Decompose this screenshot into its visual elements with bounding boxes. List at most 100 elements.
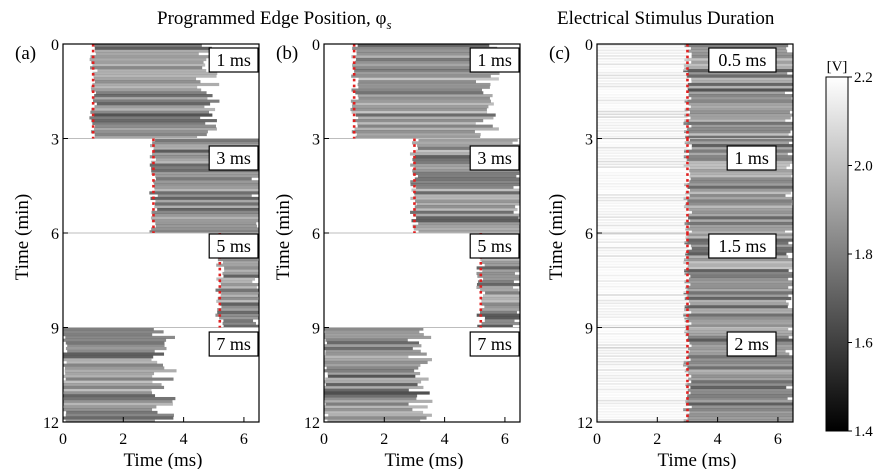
heatmap-row xyxy=(90,66,203,70)
heatmap-row xyxy=(324,388,409,392)
heatmap-row xyxy=(684,119,786,123)
segment-label-box: 1 ms xyxy=(726,145,777,171)
heatmap-streak xyxy=(597,219,688,221)
heatmap-row xyxy=(684,221,793,226)
heatmap-row xyxy=(352,105,489,109)
heatmap-row xyxy=(223,274,259,278)
heatmap-row xyxy=(326,341,420,345)
heatmap-row xyxy=(324,396,417,401)
heatmap-row xyxy=(157,194,252,198)
heatmap-row xyxy=(685,135,793,139)
heatmap-streak xyxy=(597,49,688,52)
heatmap-row xyxy=(96,102,211,106)
heatmap-streak xyxy=(597,230,688,232)
heatmap-row xyxy=(63,355,154,359)
heatmap-row xyxy=(688,102,793,106)
heatmap-row xyxy=(416,216,519,220)
heatmap-row xyxy=(91,107,216,112)
heatmap-row xyxy=(690,358,793,362)
heatmap-streak xyxy=(597,355,688,357)
segment-label-frame xyxy=(208,331,259,357)
heatmap-row xyxy=(95,91,207,95)
heatmap-row xyxy=(355,91,484,95)
heatmap-row xyxy=(151,227,259,231)
heatmap-row xyxy=(150,160,259,164)
heatmap-streak xyxy=(597,413,688,416)
heatmap-streak xyxy=(597,44,688,46)
heatmap-row xyxy=(476,283,520,287)
heatmap-row xyxy=(327,419,421,423)
heatmap-streak xyxy=(597,174,688,177)
heatmap-streak xyxy=(597,388,688,391)
x-axis-label: Time (ms) xyxy=(657,450,736,469)
panel-a: 1 ms 3 ms 5 ms 7 ms 0 2 4 6 0 3 6 9 12 Time (ms) Time … xyxy=(12,37,260,469)
heatmap-streak xyxy=(597,82,688,85)
heatmap-row xyxy=(154,188,259,192)
heatmap-row xyxy=(93,127,217,131)
segment-label-box: 1 ms xyxy=(469,47,520,73)
heatmap-row xyxy=(352,63,480,67)
heatmap-row xyxy=(157,207,259,212)
panel-label: (c) xyxy=(549,43,570,64)
heatmap-row xyxy=(413,227,520,231)
heatmap-row xyxy=(350,107,487,112)
heatmap-row xyxy=(411,141,513,145)
heatmap-streak xyxy=(597,305,688,307)
heatmap-row xyxy=(417,174,517,178)
colorbar-gradient xyxy=(825,76,849,432)
heatmap-streak xyxy=(597,377,688,380)
heatmap-streak xyxy=(597,338,688,341)
x-axis-label: Time (ms) xyxy=(384,450,463,469)
heatmap-row xyxy=(325,352,427,356)
heatmap-streak xyxy=(597,69,688,71)
y-tick-label: 3 xyxy=(312,132,320,149)
heatmap-row xyxy=(684,44,789,48)
heatmap-row xyxy=(324,380,422,384)
segment-label-box: 1.5 ms xyxy=(708,233,777,259)
heatmap-row xyxy=(154,205,259,209)
heatmap-row xyxy=(687,416,793,420)
heatmap-row xyxy=(223,324,259,328)
heatmap-streak xyxy=(597,107,688,110)
heatmap-row xyxy=(95,124,216,128)
heatmap-row xyxy=(149,191,259,195)
heatmap-row xyxy=(325,383,418,387)
heatmap-row xyxy=(690,302,789,306)
heatmap-streak xyxy=(597,371,688,374)
heatmap-streak xyxy=(597,77,688,80)
heatmap-streak xyxy=(597,202,688,205)
heatmap-streak xyxy=(597,94,688,96)
heatmap-streak xyxy=(597,269,688,271)
heatmap-streak xyxy=(597,57,688,60)
segment-label-frame xyxy=(708,233,777,259)
heatmap-row xyxy=(65,335,175,340)
panel-label: (b) xyxy=(276,43,298,64)
heatmap-row xyxy=(95,49,217,53)
heatmap-row xyxy=(220,283,259,287)
heatmap-streak xyxy=(597,102,688,105)
segment-label: 2 ms xyxy=(734,334,769,354)
heatmap-streak xyxy=(597,233,688,235)
heatmap-row xyxy=(691,374,793,378)
heatmap-streak xyxy=(597,196,688,199)
heatmap-row xyxy=(480,258,520,262)
heatmap-row xyxy=(94,132,207,137)
heatmap-row xyxy=(67,349,155,353)
heatmap-row xyxy=(482,294,520,298)
heatmap-row xyxy=(691,380,793,384)
segment-label-frame xyxy=(708,47,777,73)
heatmap-row xyxy=(418,138,518,142)
heatmap-row xyxy=(685,402,793,406)
heatmap-row xyxy=(324,394,418,398)
heatmap-row xyxy=(150,166,258,170)
heatmap-row xyxy=(324,360,428,365)
heatmap-row xyxy=(687,82,793,87)
heatmap-row xyxy=(481,299,520,303)
heatmap-row xyxy=(89,57,207,62)
heatmap-row xyxy=(686,413,793,417)
heatmap-streak xyxy=(597,63,688,66)
heatmap-row xyxy=(477,274,520,278)
y-axis-label: Time (min) xyxy=(546,194,567,280)
heatmap-row xyxy=(155,224,257,228)
